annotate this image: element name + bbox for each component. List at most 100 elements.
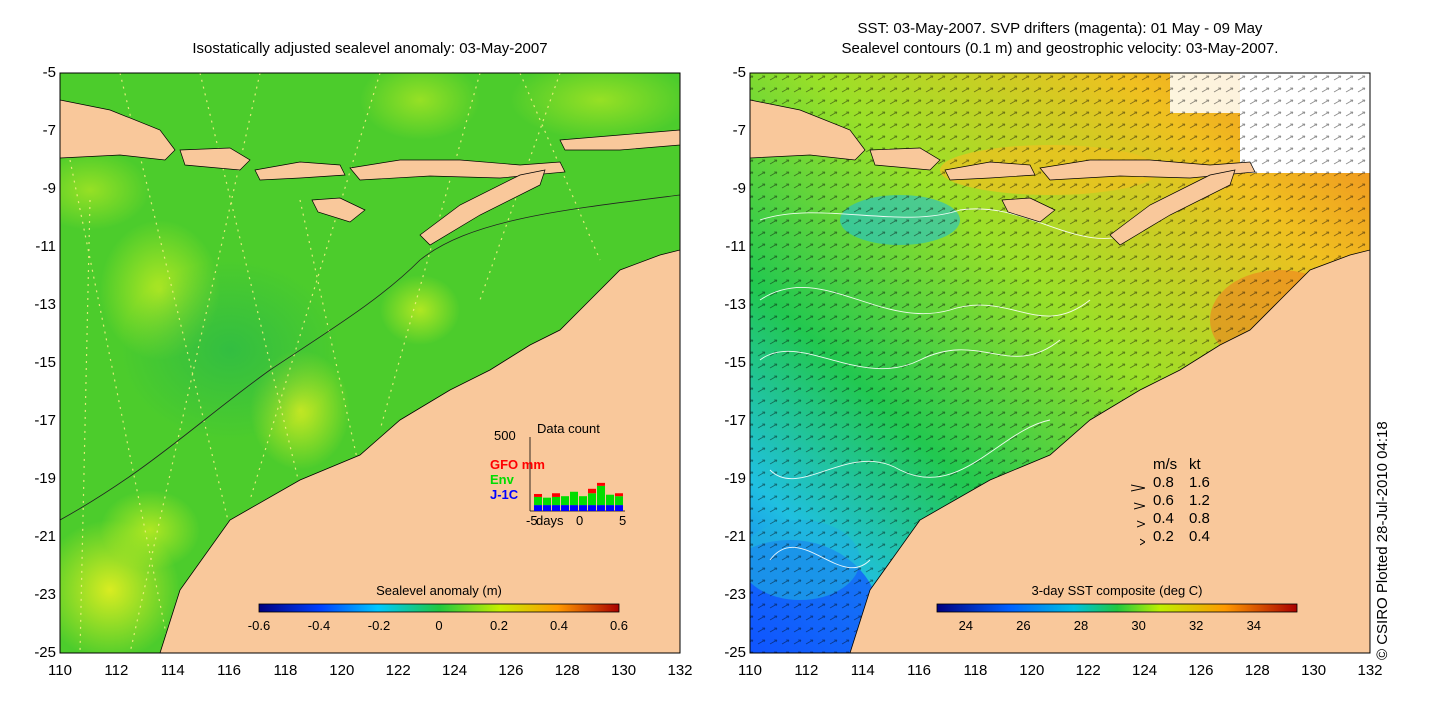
left-x-axis-ticks: 110 112 114 116 118 120 122 124 126 128 130 132 <box>0 662 1440 682</box>
right-y-tick: -11 <box>725 238 746 255</box>
right-x-tick: 132 <box>1357 662 1383 679</box>
left-y-tick: -11 <box>35 238 56 255</box>
data-count-xtick-neg5: -5 <box>526 513 538 528</box>
left-y-tick: -19 <box>34 470 56 487</box>
colorbar-tick-label: 30 <box>1131 618 1146 633</box>
velocity-legend-header-kt: kt <box>1189 456 1201 473</box>
right-x-tick: 120 <box>1019 662 1045 679</box>
velocity-ms-value: 0.8 <box>1153 474 1174 491</box>
colorbar-tick-label: 28 <box>1073 618 1089 633</box>
right-y-tick: -5 <box>732 64 746 81</box>
velocity-arrow-icon <box>1139 533 1146 546</box>
colorbar-tick-label: 0.2 <box>489 618 509 633</box>
data-count-bar-gfo <box>588 488 596 494</box>
velocity-arrow-icon <box>1130 479 1146 492</box>
data-count-bar-env <box>552 496 560 506</box>
data-count-bar-env <box>570 491 578 506</box>
data-count-bar-env <box>597 485 605 506</box>
data-count-bar-j1c <box>588 505 596 511</box>
sst-colorbar-label: 3-day SST composite (deg C) <box>1031 583 1203 598</box>
velocity-legend-header-ms: m/s <box>1153 456 1178 473</box>
sla-colorbar <box>258 603 620 613</box>
left-x-tick: 124 <box>442 662 468 679</box>
right-panel-title-line2: Sealevel contours (0.1 m) and geostrophi… <box>841 40 1279 57</box>
velocity-ms-value: 0.6 <box>1153 492 1174 509</box>
right-x-tick: 122 <box>1075 662 1101 679</box>
left-y-tick: -25 <box>34 644 56 661</box>
right-y-tick: -21 <box>724 528 746 545</box>
left-y-tick: -5 <box>42 64 56 81</box>
colorbar-tick-label: -0.6 <box>247 618 271 633</box>
data-count-bar-j1c <box>552 505 560 511</box>
data-count-bar-j1c <box>615 505 623 511</box>
sst-colorbar-ticks: 24 26 28 30 32 34 <box>937 618 1297 634</box>
right-x-tick: 128 <box>1244 662 1270 679</box>
right-x-tick: 114 <box>850 662 875 679</box>
data-count-title: Data count <box>537 421 600 436</box>
sla-colorbar-ticks: -0.6 -0.4 -0.2 0 0.2 0.4 0.6 <box>248 618 628 634</box>
data-count-bar-j1c <box>597 505 605 511</box>
right-y-tick: -15 <box>724 354 746 371</box>
colorbar-tick-label: 26 <box>1016 618 1031 633</box>
velocity-legend: m/s kt 0.8 1.6 0.6 1.2 0.4 0.8 0.2 0.4 <box>1125 456 1235 546</box>
right-y-tick: -25 <box>724 644 746 661</box>
sst-colorbar <box>936 603 1298 613</box>
data-count-bar-env <box>579 496 587 506</box>
left-x-tick: 120 <box>329 662 355 679</box>
data-count-bar-j1c <box>534 505 542 511</box>
left-x-tick: 112 <box>104 662 129 679</box>
right-y-tick: -19 <box>724 470 746 487</box>
left-y-axis-ticks: -5 -7 -9 -11 -13 -15 -17 -19 -21 -23 -25 <box>0 0 60 720</box>
data-count-bar-j1c <box>561 505 569 511</box>
right-x-tick: 126 <box>1188 662 1214 679</box>
left-y-tick: -15 <box>34 354 56 371</box>
right-y-tick: -13 <box>724 296 746 313</box>
right-y-tick: -17 <box>724 412 746 429</box>
right-y-tick: -7 <box>732 122 746 139</box>
right-x-tick: 130 <box>1301 662 1327 679</box>
data-count-bar-j1c <box>606 505 614 511</box>
data-count-bar-env <box>606 494 614 506</box>
right-x-axis-ticks: 110 112 114 116 118 120 122 124 126 128 130 132 <box>0 662 1440 682</box>
data-count-bar-gfo <box>534 493 542 497</box>
colorbar-tick-label: -0.4 <box>307 618 331 633</box>
right-x-tick: 124 <box>1132 662 1158 679</box>
right-panel-title-line1: SST: 03-May-2007. SVP drifters (magenta)… <box>857 20 1263 37</box>
velocity-arrow-icon <box>1133 497 1147 510</box>
data-count-bar-j1c <box>570 505 578 511</box>
data-count-bar-env <box>543 497 551 506</box>
left-y-tick: -17 <box>34 412 56 429</box>
velocity-kt-value: 0.8 <box>1189 510 1210 527</box>
right-x-tick: 110 <box>738 662 762 679</box>
data-count-bar-j1c <box>543 505 551 511</box>
data-count-ymax: 500 <box>494 428 516 443</box>
colorbar-tick-label: 0 <box>435 618 443 633</box>
left-x-tick: 122 <box>385 662 411 679</box>
left-x-tick: 118 <box>273 662 298 679</box>
velocity-kt-value: 1.2 <box>1189 492 1210 509</box>
right-x-tick: 118 <box>963 662 988 679</box>
colorbar-tick-label: 24 <box>958 618 974 633</box>
velocity-ms-value: 0.2 <box>1153 528 1174 545</box>
velocity-ms-value: 0.4 <box>1153 510 1174 527</box>
data-count-bar-env <box>534 496 542 506</box>
left-panel-title: Isostatically adjusted sealevel anomaly:… <box>192 40 548 57</box>
data-count-bar-env <box>615 496 623 506</box>
left-x-tick: 130 <box>611 662 637 679</box>
right-y-axis-ticks: -5 -7 -9 -11 -13 -15 -17 -19 -21 -23 -25 <box>690 0 750 720</box>
right-x-tick: 116 <box>907 662 932 679</box>
left-x-tick: 126 <box>498 662 524 679</box>
data-count-xtick-5: 5 <box>619 513 627 528</box>
colorbar-tick-label: -0.2 <box>367 618 391 633</box>
right-y-tick: -9 <box>732 180 746 197</box>
left-x-tick: 132 <box>667 662 693 679</box>
colorbar-tick-label: 32 <box>1188 618 1204 633</box>
data-count-legend-gfo: GFO mm <box>490 457 545 472</box>
data-count-xtick-0: 0 <box>576 513 584 528</box>
velocity-kt-value: 0.4 <box>1189 528 1210 545</box>
left-y-tick: -23 <box>34 586 56 603</box>
left-y-tick: -13 <box>34 296 56 313</box>
velocity-arrow-icon <box>1136 515 1147 528</box>
data-count-bar-gfo <box>552 493 560 497</box>
